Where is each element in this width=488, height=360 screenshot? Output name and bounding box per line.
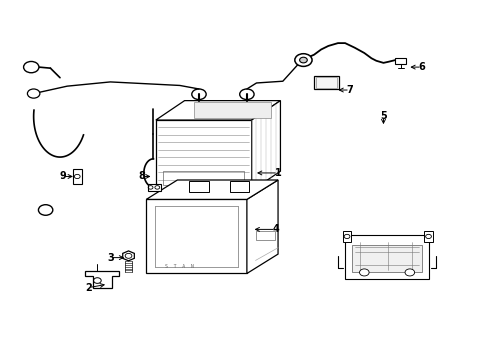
Text: 1: 1 [274, 168, 281, 178]
Text: 7: 7 [346, 85, 353, 95]
Bar [163, 171, 244, 185]
Circle shape [294, 54, 311, 66]
Circle shape [299, 57, 306, 63]
Polygon shape [146, 199, 246, 274]
Polygon shape [85, 271, 119, 288]
Bar [342, 231, 351, 242]
Text: 2: 2 [85, 283, 92, 293]
Polygon shape [246, 180, 278, 274]
Bar [73, 170, 81, 184]
Bar [395, 58, 405, 64]
Text: 3: 3 [107, 253, 114, 262]
Circle shape [359, 269, 368, 276]
Circle shape [27, 89, 40, 98]
Circle shape [23, 62, 39, 73]
Bar [194, 102, 270, 118]
Polygon shape [345, 235, 428, 279]
Text: 8: 8 [138, 171, 144, 181]
Bar [316, 77, 336, 87]
Bar [351, 245, 421, 272]
Polygon shape [122, 251, 134, 261]
Bar [313, 76, 338, 89]
Bar [147, 184, 161, 190]
Polygon shape [156, 120, 251, 190]
Bar [256, 231, 274, 240]
Polygon shape [156, 100, 280, 120]
Text: 5: 5 [379, 112, 386, 121]
Text: S  T  A  N: S T A N [165, 264, 194, 269]
Text: 9: 9 [59, 171, 66, 181]
Bar [230, 181, 249, 192]
Polygon shape [146, 180, 278, 199]
Text: 4: 4 [272, 224, 279, 234]
Circle shape [404, 269, 414, 276]
Bar [424, 231, 432, 242]
Circle shape [39, 205, 53, 215]
Bar [189, 181, 208, 192]
Text: 6: 6 [418, 62, 425, 72]
Polygon shape [251, 100, 280, 190]
